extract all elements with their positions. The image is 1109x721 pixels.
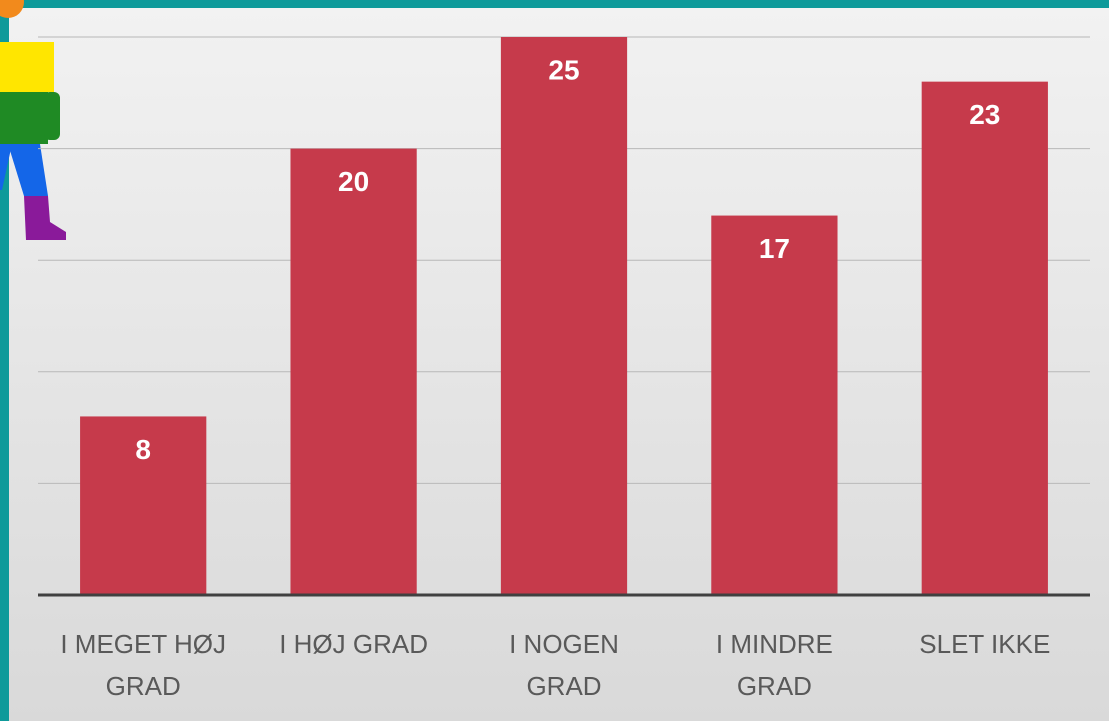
top-border xyxy=(0,0,1109,8)
x-tick-label: I NOGEN GRAD xyxy=(474,623,654,707)
value-label: 20 xyxy=(338,166,369,197)
bar xyxy=(290,149,416,595)
figure-icon xyxy=(0,0,66,240)
x-tick-label: SLET IKKE xyxy=(895,623,1075,665)
value-label: 8 xyxy=(135,434,151,465)
chart: 8 20 25 17 23 xyxy=(0,0,1109,721)
x-tick-label: I MINDRE GRAD xyxy=(684,623,864,707)
slide: 8 20 25 17 23 I MEGET HØJ GRAD I HØJ GRAD I NO… xyxy=(0,0,1109,721)
value-label: 23 xyxy=(969,99,1000,130)
bar xyxy=(922,82,1048,595)
x-tick-label: I MEGET HØJ GRAD xyxy=(53,623,233,707)
bar xyxy=(501,37,627,595)
bar xyxy=(711,216,837,595)
value-label: 17 xyxy=(759,233,790,264)
x-tick-label: I HØJ GRAD xyxy=(264,623,444,665)
value-label: 25 xyxy=(548,54,579,85)
